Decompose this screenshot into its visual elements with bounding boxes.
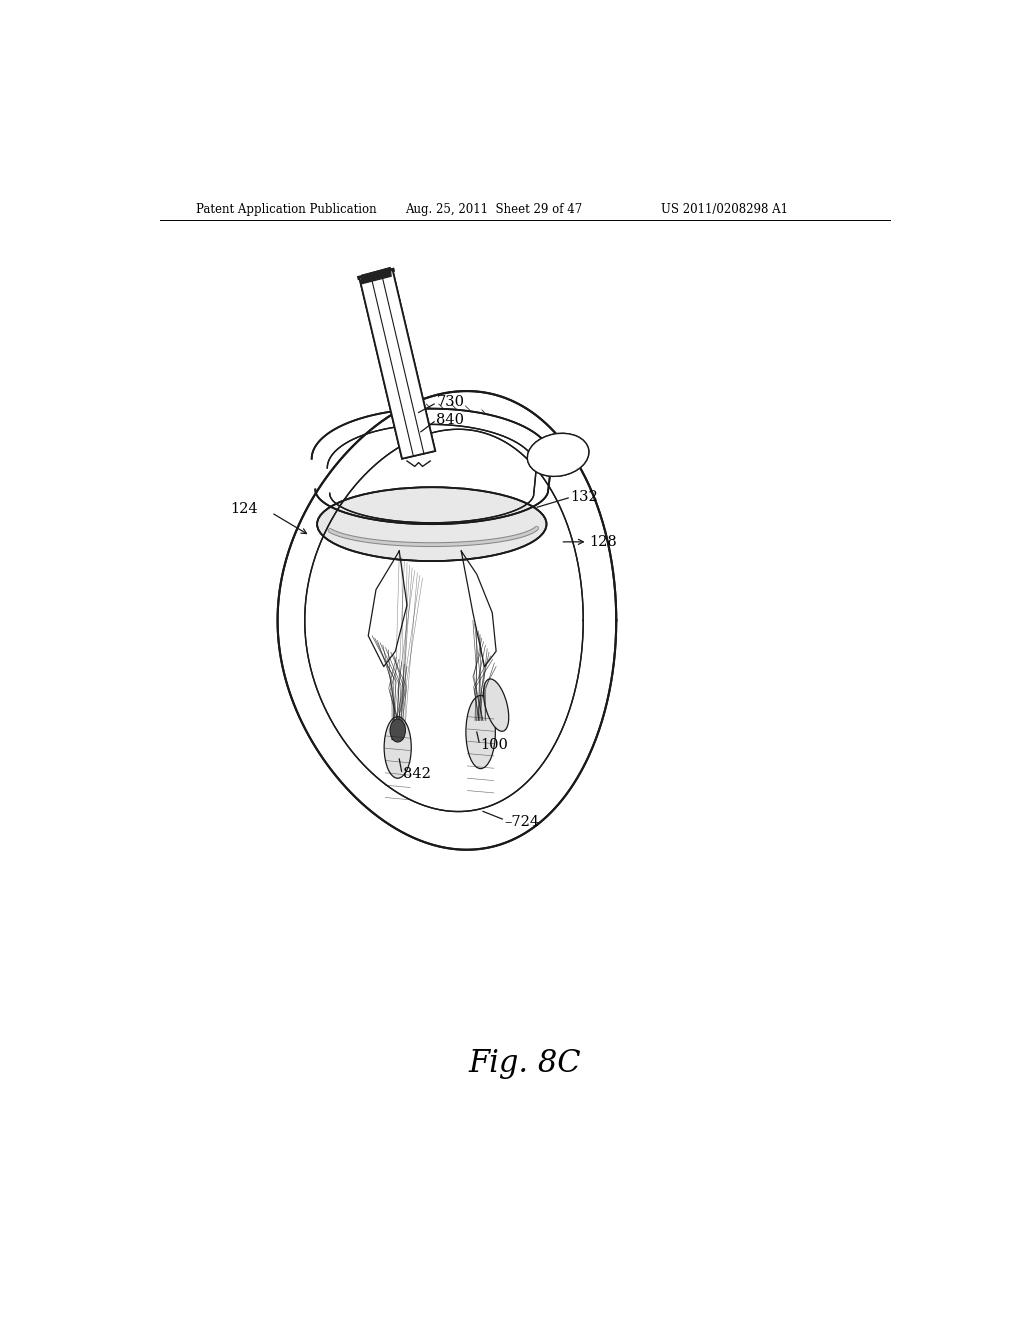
Polygon shape xyxy=(278,391,616,850)
Ellipse shape xyxy=(384,717,412,779)
Text: Fig. 8C: Fig. 8C xyxy=(469,1048,581,1078)
Polygon shape xyxy=(305,429,584,812)
Ellipse shape xyxy=(466,696,496,768)
Text: US 2011/0208298 A1: US 2011/0208298 A1 xyxy=(662,203,788,216)
Polygon shape xyxy=(328,425,537,523)
Ellipse shape xyxy=(527,433,589,477)
Text: 842: 842 xyxy=(403,767,431,781)
Polygon shape xyxy=(360,268,391,284)
Text: 132: 132 xyxy=(569,490,597,504)
Text: 730: 730 xyxy=(436,396,465,409)
Text: 128: 128 xyxy=(589,535,616,549)
Polygon shape xyxy=(359,271,435,459)
Text: 124: 124 xyxy=(230,502,258,516)
Text: Aug. 25, 2011  Sheet 29 of 47: Aug. 25, 2011 Sheet 29 of 47 xyxy=(406,203,583,216)
Ellipse shape xyxy=(390,719,406,742)
Polygon shape xyxy=(461,552,496,667)
Polygon shape xyxy=(359,271,435,459)
Text: –724: –724 xyxy=(504,816,539,829)
Text: 100: 100 xyxy=(480,738,509,752)
Ellipse shape xyxy=(317,487,547,561)
Ellipse shape xyxy=(483,678,509,731)
Text: Patent Application Publication: Patent Application Publication xyxy=(197,203,377,216)
Text: 840: 840 xyxy=(436,413,465,428)
Polygon shape xyxy=(369,552,407,667)
Ellipse shape xyxy=(527,433,589,477)
Polygon shape xyxy=(360,268,391,284)
Polygon shape xyxy=(311,409,552,524)
